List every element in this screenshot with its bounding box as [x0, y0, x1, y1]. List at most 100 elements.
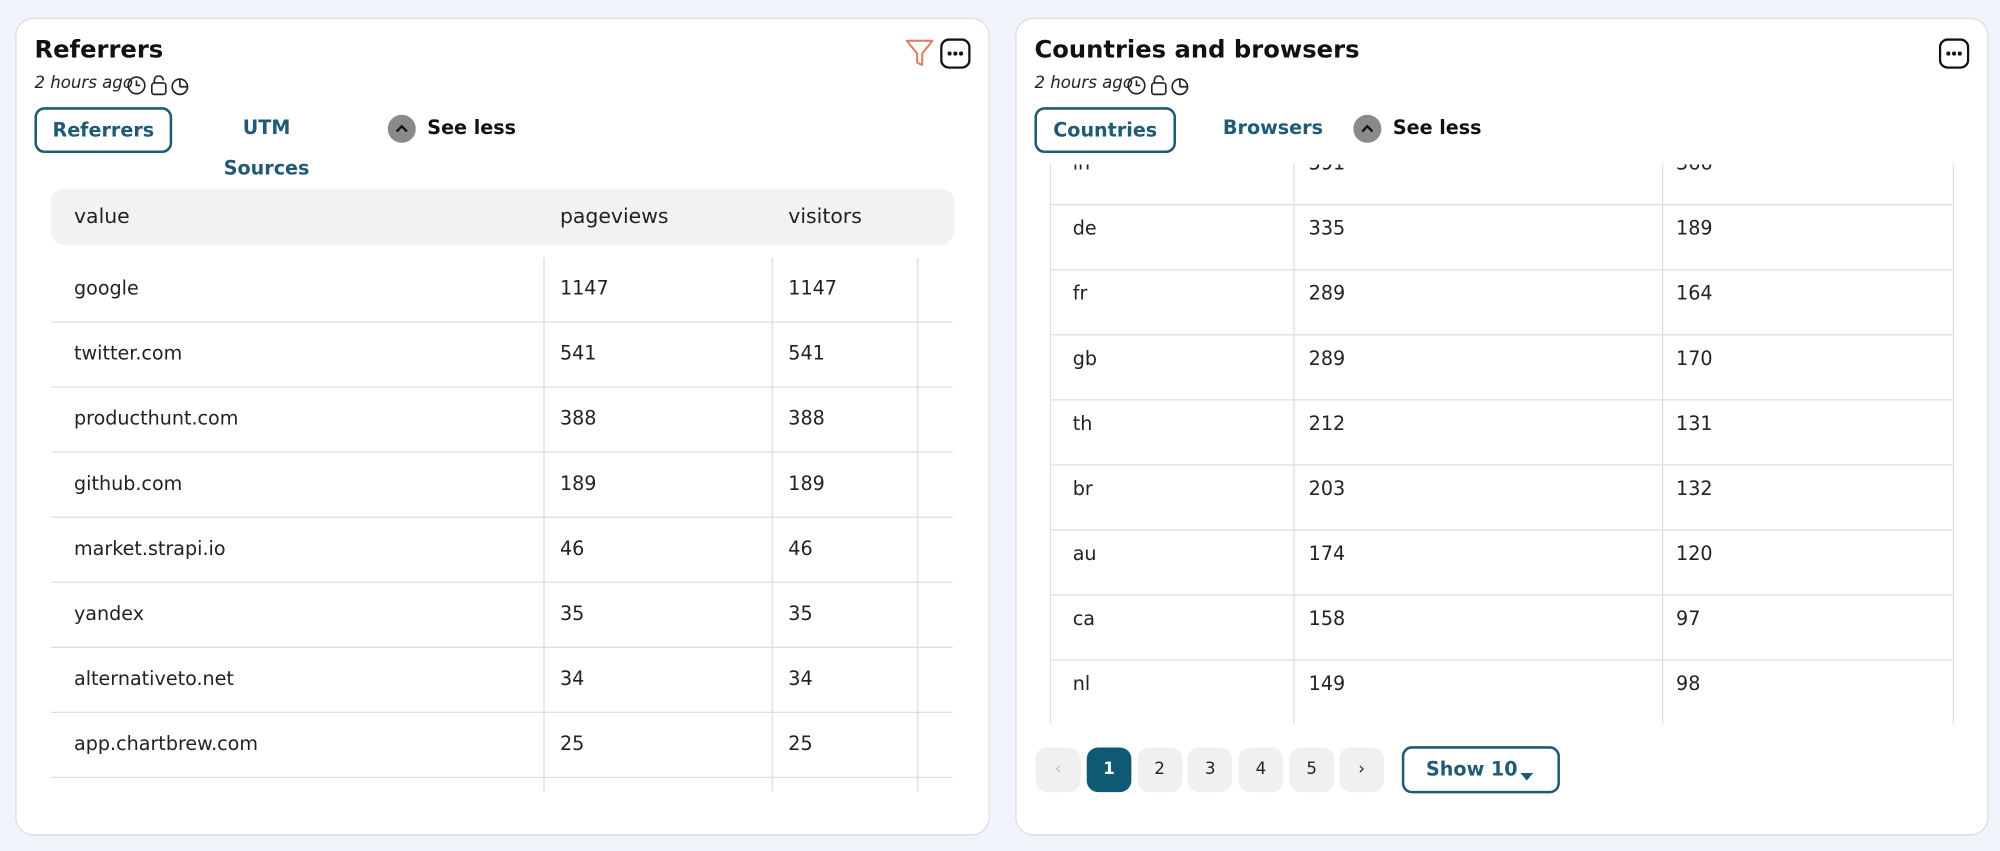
column-divider: [1293, 164, 1295, 724]
column-divider: [1661, 164, 1664, 724]
page-button[interactable]: 3: [1187, 747, 1233, 793]
table-cell: yandex: [73, 602, 145, 625]
page-button[interactable]: 1: [1086, 747, 1132, 793]
row-divider: [51, 516, 953, 518]
row-divider: [51, 321, 953, 323]
table-cell: nl: [1072, 672, 1091, 696]
row-divider: [51, 581, 953, 583]
page-size-select[interactable]: Show 10: [1401, 746, 1560, 794]
collapse-icon-svg: [1353, 114, 1382, 143]
table-cell: in: [1073, 165, 1090, 175]
table-cell: 46: [559, 536, 585, 560]
table-cell: 25: [559, 732, 585, 756]
column-header: pageviews: [559, 204, 669, 229]
table-cell: ca: [1072, 607, 1095, 631]
row-divider: [1049, 204, 1955, 206]
table-cell: app.chartbrew.com: [73, 732, 259, 756]
card-title: Countries and browsers: [1034, 35, 1360, 64]
table-cell: th: [1072, 411, 1093, 435]
column-header: visitors: [788, 204, 862, 229]
table-cell: 131: [1676, 411, 1713, 435]
row-divider: [1049, 529, 1955, 531]
table-cell: 1147: [559, 276, 609, 300]
table-cell: 34: [559, 667, 585, 691]
table-cell: 1147: [788, 276, 837, 300]
table-cell: 174: [1308, 542, 1346, 566]
table-cell: 289: [1308, 346, 1346, 370]
tab[interactable]: UTM Sources: [223, 116, 310, 180]
table-cell: 189: [788, 471, 825, 495]
row-divider: [1049, 269, 1955, 271]
table-cell: fr: [1072, 281, 1088, 305]
table-cell: br: [1072, 477, 1093, 500]
table-cell: de: [1072, 216, 1097, 240]
prev-page[interactable]: ‹: [1035, 747, 1081, 793]
row-divider: [51, 711, 953, 714]
column-divider: [917, 257, 919, 793]
see-less[interactable]: See less: [1392, 116, 1482, 140]
table-cell: 35: [788, 602, 813, 625]
row-divider: [51, 776, 953, 779]
column-divider: [1049, 164, 1052, 724]
next-page[interactable]: ›: [1339, 747, 1384, 793]
row-divider: [1049, 334, 1955, 336]
table-cell: 35: [559, 602, 585, 625]
collapse-icon[interactable]: [387, 114, 416, 143]
table-cell: 170: [1676, 346, 1713, 370]
column-divider: [543, 257, 545, 793]
table-cell: gb: [1072, 346, 1097, 370]
table-cell: 34: [788, 667, 813, 691]
table-cell: 388: [559, 406, 597, 430]
table-header: [51, 188, 955, 245]
table-cell: 335: [1308, 216, 1346, 240]
table-cell: 189: [559, 471, 597, 495]
column-divider: [771, 257, 773, 793]
table-cell: producthunt.com: [73, 406, 239, 430]
row-divider: [1049, 659, 1955, 661]
see-less[interactable]: See less: [427, 116, 517, 140]
row-divider: [1049, 464, 1955, 466]
table-cell: 120: [1676, 542, 1713, 566]
table-cell: au: [1072, 542, 1097, 566]
table-body: in 591 366 de 335 189 fr 289 164 gb 289 170 th 212 131…: [1049, 164, 1955, 725]
table-cell: 132: [1676, 477, 1713, 500]
column-header: value: [73, 204, 130, 229]
tab[interactable]: Browsers: [1222, 116, 1323, 140]
row-divider: [51, 451, 953, 453]
row-divider: [1049, 399, 1955, 401]
table-cell: 189: [1676, 216, 1713, 240]
page-size-label: Show 10: [1426, 757, 1518, 781]
page-button[interactable]: 2: [1137, 747, 1182, 793]
filter-button[interactable]: [904, 37, 935, 70]
more-button[interactable]: [1938, 38, 1970, 69]
dropdown-caret: [1519, 764, 1534, 781]
table-cell: github.com: [73, 471, 183, 495]
row-divider: [1049, 594, 1955, 596]
table-cell: 97: [1676, 607, 1701, 631]
more-button[interactable]: [940, 38, 971, 69]
tab[interactable]: Referrers: [34, 107, 173, 154]
table-cell: 388: [788, 406, 825, 430]
table-cell: 98: [1676, 672, 1701, 696]
table-cell: twitter.com: [73, 341, 183, 365]
table-cell: 149: [1308, 672, 1346, 696]
collapse-icon[interactable]: [1353, 114, 1382, 143]
status-icons-svg: [127, 75, 189, 96]
table-cell: 25: [788, 732, 813, 756]
page-button[interactable]: 4: [1238, 747, 1284, 793]
table-cell: 366: [1676, 165, 1713, 175]
status-icons: [126, 75, 192, 97]
card: Referrers 2 hours ago Referrers UTM Sources…: [15, 17, 990, 836]
status-icons-svg: [1127, 75, 1189, 96]
updated-time: 2 hours ago: [34, 73, 133, 94]
table-body: google 1147 1147 twitter.com 541 541 producthu…: [51, 257, 955, 793]
table-cell: 203: [1308, 477, 1346, 500]
table-cell: google: [73, 276, 139, 300]
table-cell: 541: [788, 341, 825, 365]
tab[interactable]: Countries: [1034, 107, 1177, 154]
collapse-icon-svg: [387, 114, 416, 143]
page-button[interactable]: 5: [1289, 747, 1334, 793]
table-cell: 289: [1308, 281, 1346, 305]
updated-time: 2 hours ago: [1034, 73, 1133, 94]
